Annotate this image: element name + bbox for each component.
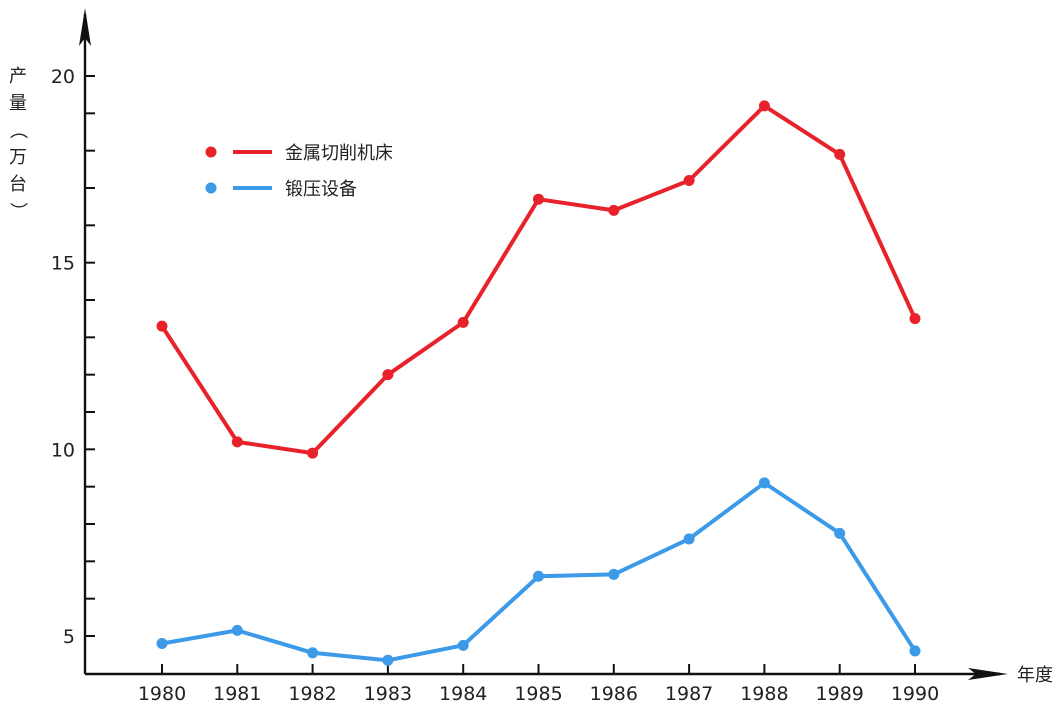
x-tick-label: 1984 [439, 683, 487, 705]
data-point-forging [382, 654, 394, 666]
x-tick-label: 1986 [590, 683, 638, 705]
y-axis-title-char: （ [7, 121, 28, 139]
y-tick-label: 15 [51, 253, 75, 275]
y-axis-arrowhead [79, 8, 91, 46]
y-axis-title-char: 台 [9, 174, 27, 195]
data-point-forging [307, 647, 319, 659]
x-tick-label: 1989 [816, 683, 864, 705]
data-point-metal-cutting [533, 193, 544, 205]
x-tick-label: 1988 [740, 683, 788, 705]
x-tick-label: 1987 [665, 683, 713, 705]
data-point-forging [758, 477, 770, 489]
data-point-forging [909, 645, 921, 657]
legend-marker [205, 146, 217, 158]
x-axis-arrowhead [968, 668, 1008, 680]
data-point-forging [608, 568, 620, 580]
legend-label: 金属切削机床 [285, 143, 393, 164]
data-point-metal-cutting [231, 436, 243, 448]
x-tick-label: 1985 [514, 683, 562, 705]
y-axis-title-char: 产 [9, 66, 27, 87]
x-tick-label: 1981 [213, 683, 261, 705]
data-point-forging [231, 624, 243, 636]
x-axis-title: 年度 [1017, 665, 1053, 686]
series-line-metal-cutting [160, 103, 917, 456]
data-point-forging [834, 527, 846, 539]
data-point-metal-cutting [683, 175, 695, 187]
data-point-metal-cutting [457, 316, 469, 328]
x-tick-label: 1980 [138, 683, 186, 705]
data-point-forging [457, 639, 469, 651]
y-axis-title-char: 量 [9, 93, 27, 114]
y-axis-title: 产量 （ 万台 ） [7, 66, 28, 220]
x-axis-ticks: 1980 1981 1982 1983 1984 1985 1986 1987 1988 1989… [138, 664, 939, 705]
data-point-metal-cutting [156, 320, 168, 332]
x-tick-label: 1983 [364, 683, 412, 705]
y-tick-label: 20 [51, 66, 75, 88]
data-point-metal-cutting [608, 204, 620, 216]
data-point-forging [683, 533, 695, 545]
data-point-forging [533, 570, 544, 582]
y-axis-title-char: ） [7, 202, 28, 220]
data-point-forging [156, 637, 168, 649]
y-tick-label: 5 [63, 626, 75, 648]
data-point-metal-cutting [758, 100, 770, 112]
y-axis-title-char: 万 [9, 147, 27, 168]
y-tick-label: 10 [51, 439, 75, 461]
y-axis-ticks: 5 10 15 20 [51, 66, 95, 648]
data-point-metal-cutting [382, 369, 394, 381]
data-point-metal-cutting [307, 447, 319, 459]
x-tick-label: 1990 [891, 683, 939, 705]
data-point-metal-cutting [834, 148, 846, 160]
legend-marker [205, 182, 217, 194]
series-layer [156, 100, 921, 666]
data-point-metal-cutting [909, 313, 921, 325]
legend-label: 锻压设备 [285, 179, 357, 200]
x-tick-label: 1982 [288, 683, 336, 705]
